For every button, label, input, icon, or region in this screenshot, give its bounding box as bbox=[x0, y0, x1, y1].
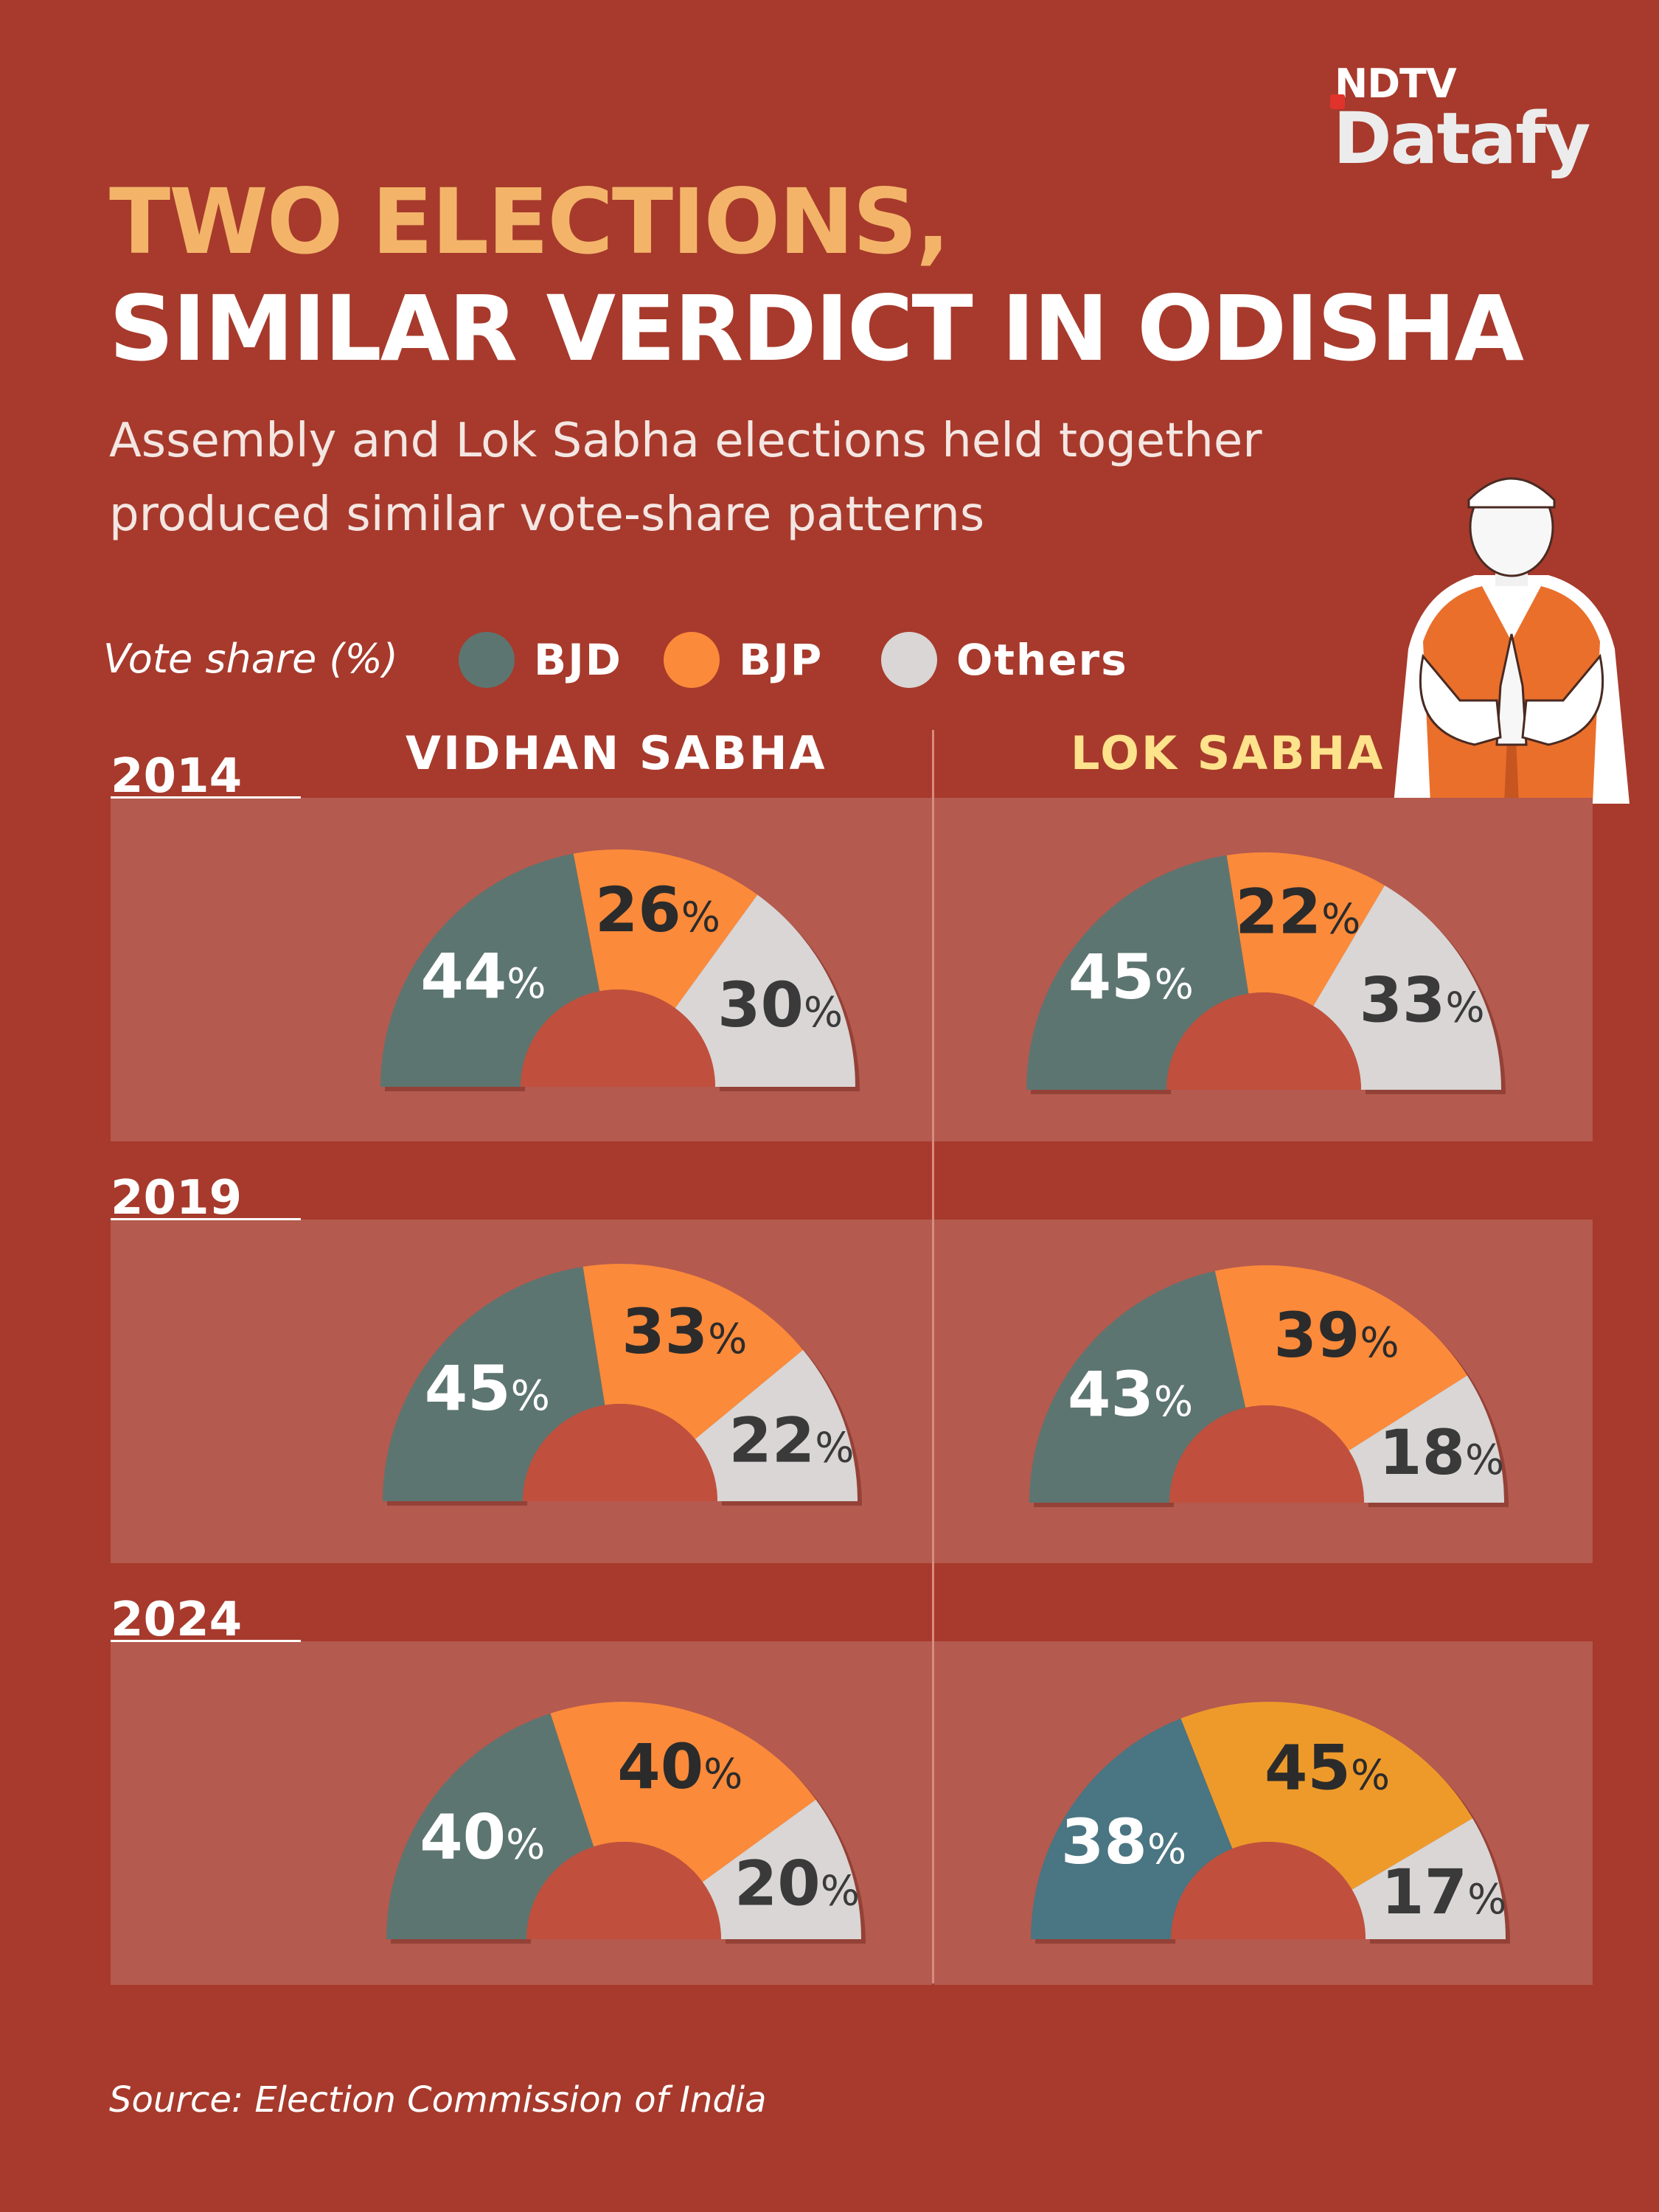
title-line1: TWO ELECTIONS, bbox=[109, 170, 950, 274]
slice-bjd bbox=[380, 853, 600, 1087]
slice-others bbox=[702, 1799, 861, 1939]
data-label-others: 17% bbox=[1381, 1856, 1506, 1928]
title-line2: SIMILAR VERDICT IN ODISHA bbox=[109, 276, 1524, 381]
data-label-bjd: 38% bbox=[1061, 1806, 1186, 1878]
data-label-bjp: 22% bbox=[1235, 875, 1360, 947]
cap-shape bbox=[1467, 477, 1556, 509]
brand-bottom: Datafy bbox=[1333, 97, 1590, 180]
right-arm-shape bbox=[1521, 653, 1604, 746]
brand-top: NDTV bbox=[1335, 60, 1457, 107]
legend-item-bjd: BJD bbox=[459, 627, 622, 693]
data-label-others: 33% bbox=[1359, 964, 1484, 1037]
slice-bjp bbox=[1226, 852, 1385, 1006]
half-donut-lok-sabha-2019: 43% 39% 18% bbox=[1029, 1265, 1509, 1507]
data-label-others: 22% bbox=[728, 1404, 854, 1476]
data-label-others: 20% bbox=[734, 1848, 860, 1920]
data-label-bjp: 39% bbox=[1273, 1299, 1399, 1371]
column-heading-vidhan-sabha: VIDHAN SABHA bbox=[406, 726, 827, 780]
source-note: Source: Election Commission of India bbox=[109, 2079, 767, 2121]
column-heading-lok-sabha: LOK SABHA bbox=[1071, 726, 1385, 780]
year-label-2024: 2024 bbox=[111, 1593, 243, 1647]
legend-label-bjp: BJP bbox=[739, 635, 824, 685]
slice-bjd bbox=[1031, 1718, 1233, 1939]
chart-hole bbox=[1169, 1405, 1364, 1503]
slice-others bbox=[1352, 1818, 1506, 1939]
slice-others bbox=[695, 1349, 858, 1501]
subtitle: Assembly and Lok Sabha elections held to… bbox=[109, 414, 1262, 542]
chart-hole bbox=[526, 1842, 721, 1939]
data-label-bjp: 45% bbox=[1265, 1731, 1390, 1804]
half-donut-vidhan-sabha-2014: 44% 26% 30% bbox=[380, 849, 860, 1091]
slice-others bbox=[1313, 885, 1501, 1090]
chart-hole bbox=[521, 990, 715, 1087]
slice-bjp bbox=[1214, 1265, 1467, 1451]
left-arm-shape bbox=[1419, 653, 1502, 746]
brand-dot-icon bbox=[1330, 94, 1345, 109]
year-underline-2014 bbox=[111, 796, 301, 799]
column-divider bbox=[932, 730, 934, 1983]
year-label-2014: 2014 bbox=[111, 749, 243, 804]
legend-dot-bjd bbox=[459, 632, 515, 688]
slice-bjp bbox=[550, 1701, 816, 1882]
slice-others bbox=[675, 894, 855, 1087]
slice-bjd bbox=[386, 1713, 594, 1939]
data-label-bjd: 43% bbox=[1068, 1358, 1193, 1430]
half-donut-vidhan-sabha-2024: 40% 40% 20% bbox=[386, 1701, 866, 1944]
slice-bjd bbox=[1029, 1270, 1246, 1503]
legend-label-bjd: BJD bbox=[534, 635, 622, 685]
legend-dot-bjp bbox=[664, 632, 720, 688]
data-label-bjd: 40% bbox=[420, 1801, 545, 1874]
data-label-others: 30% bbox=[717, 969, 843, 1041]
year-underline-2024 bbox=[111, 1640, 301, 1642]
legend-title: Vote share (%) bbox=[103, 636, 398, 682]
half-donut-lok-sabha-2014: 45% 22% 33% bbox=[1026, 852, 1506, 1094]
year-underline-2019 bbox=[111, 1218, 301, 1220]
half-donut-vidhan-sabha-2019: 45% 33% 22% bbox=[383, 1264, 862, 1506]
data-label-bjd: 44% bbox=[420, 940, 546, 1012]
slice-others bbox=[1349, 1375, 1504, 1503]
legend-item-others: Others bbox=[881, 627, 1128, 693]
half-donut-lok-sabha-2024: 38% 45% 17% bbox=[1031, 1701, 1510, 1944]
data-label-bjd: 45% bbox=[425, 1352, 550, 1425]
slice-bjp bbox=[582, 1264, 804, 1439]
data-label-bjp: 33% bbox=[622, 1295, 747, 1368]
legend-label-others: Others bbox=[956, 635, 1128, 685]
chart-hole bbox=[1171, 1842, 1366, 1939]
data-label-others: 18% bbox=[1379, 1416, 1504, 1489]
politician-illustration bbox=[1394, 477, 1630, 804]
data-label-bjd: 45% bbox=[1068, 941, 1194, 1013]
slice-bjp bbox=[573, 849, 758, 1009]
slice-bjp bbox=[1180, 1701, 1473, 1890]
slice-bjd bbox=[383, 1266, 605, 1501]
data-label-bjp: 40% bbox=[617, 1731, 742, 1803]
chart-hole bbox=[1166, 992, 1361, 1090]
year-label-2019: 2019 bbox=[111, 1171, 243, 1225]
legend-dot-others bbox=[881, 632, 937, 688]
legend-item-bjp: BJP bbox=[664, 627, 823, 693]
chart-hole bbox=[523, 1404, 717, 1501]
data-label-bjp: 26% bbox=[595, 874, 720, 946]
slice-bjd bbox=[1026, 855, 1249, 1090]
